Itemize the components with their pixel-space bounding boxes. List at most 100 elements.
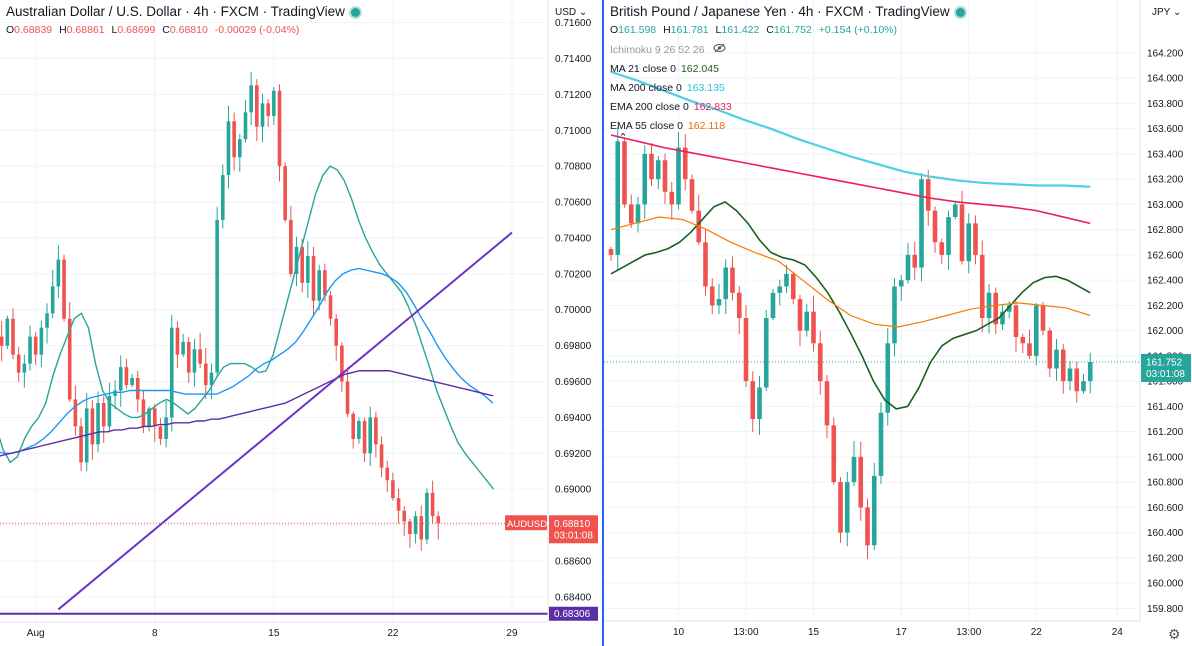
trendline [57,231,513,611]
candle-body [209,372,214,386]
audusd-symbol-title[interactable]: Australian Dollar / U.S. Dollar · 4h · F… [6,4,345,19]
candle-body [669,191,675,205]
price-tick-label: 163.600 [1147,124,1184,135]
candle-body [11,318,15,355]
time-tick-label: 13:00 [956,627,981,638]
candle-body [743,318,749,382]
candle-body [277,90,282,167]
time-tick-label: 22 [1031,627,1043,638]
indicator-ma21[interactable]: MA 21 close 0 162.045 [610,63,719,75]
price-tick-label: 0.69200 [555,449,592,460]
price-tick-label: 0.70200 [555,269,592,280]
last-price-label: 0.68810 [554,519,591,530]
hidden-eye-icon[interactable] [713,43,726,56]
gbpjpy-low: 161.422 [721,24,760,36]
candle-body [147,408,151,427]
price-axis-bg [1140,0,1192,646]
candle-body [226,121,231,176]
candle-body [56,259,61,287]
gbpjpy-change: +0.154 (+0.10%) [818,24,897,36]
candle-body [243,112,248,140]
candle-body [655,160,661,180]
gbpjpy-chart-pane[interactable]: 164.200 164.000 163.800 163.600 163.400 163.2… [602,0,1192,646]
candle-body [425,492,429,540]
candle-body [912,254,918,268]
candle-body [757,387,762,420]
candle-body [345,381,350,414]
gbpjpy-chart-canvas[interactable]: 164.200 164.000 163.800 163.600 163.400 163.2… [604,0,1192,646]
hline-label-bg [549,606,598,621]
market-open-icon [955,8,965,18]
price-tick-label: 162.000 [1147,326,1184,337]
candle-body [932,210,938,243]
candle-body [357,421,361,439]
candle-body [642,153,648,205]
ma_purple-line [0,370,494,457]
candle-body [96,403,100,445]
price-tick-label: 0.69800 [555,341,592,352]
gbpjpy-high: 161.781 [670,24,709,36]
candle-body [811,311,816,344]
market-open-icon [350,8,360,18]
time-tick-label: 13:00 [733,627,758,638]
candle-body [45,313,49,328]
gbpjpy-currency-unit[interactable]: JPY ⌄ [1152,7,1182,18]
candle-body [952,204,958,218]
candle-body [124,367,129,386]
price-tick-label: 160.600 [1147,503,1184,514]
symbol-price-tag: AUDUSD [507,519,547,530]
candle-body [255,85,259,127]
candle-body [408,521,412,535]
chevron-down-icon: ⌄ [576,7,588,18]
price-tick-label: 161.600 [1147,377,1184,388]
collapse-legend-button[interactable]: ⌃ [614,130,632,146]
indicator-ema200[interactable]: EMA 200 close 0 162.833 [610,101,732,113]
time-tick-label: 10 [673,627,685,638]
price-tick-label: 163.400 [1147,149,1184,160]
candle-body [790,273,796,300]
price-tick-label: 0.69000 [555,485,592,496]
candle-body [186,342,191,373]
candle-body [39,327,44,355]
audusd-close: 0.68810 [169,24,208,36]
candle-body [249,85,253,113]
price-tick-label: 162.800 [1147,225,1184,236]
candle-body [192,349,197,373]
audusd-currency-unit[interactable]: USD ⌄ [555,7,588,18]
candle-body [328,295,333,319]
chevron-down-icon: ⌄ [1170,7,1182,18]
candle-body [892,286,897,344]
price-tick-label: 0.70400 [555,233,592,244]
price-tick-label: 160.800 [1147,478,1184,489]
time-tick-label: Aug [27,628,45,639]
candle-body [130,377,134,386]
indicator-ma200[interactable]: MA 200 close 0 163.135 [610,82,725,94]
candle-body [203,363,208,386]
candle-body [615,141,621,255]
ma21-line [610,200,1091,410]
ema200-line [610,134,1091,225]
candle-body [107,395,112,427]
candle-body [135,377,140,400]
candle-body [419,516,424,540]
candle-body [16,354,21,373]
audusd-chart-canvas[interactable]: 0.71600 0.71400 0.71200 0.71000 0.70800 0.706… [0,0,600,646]
candle-body [28,336,32,364]
chevron-up-icon: ⌃ [618,132,628,144]
audusd-high: 0.68861 [66,24,105,36]
candle-body [1027,343,1032,356]
candle-body [141,399,146,427]
indicator-ichimoku[interactable]: Ichimoku 9 26 52 26 [610,43,965,56]
candle-body [436,516,441,524]
gbpjpy-symbol-title[interactable]: British Pound / Japanese Yen · 4h · FXCM… [610,4,950,19]
candle-body [1067,368,1073,382]
indicator-ema55[interactable]: EMA 55 close 0 162.118 [610,120,726,132]
hline-price-label: 0.68306 [554,609,591,620]
settings-gear-icon[interactable]: ⚙ [1168,626,1181,642]
candle-body [413,516,418,535]
candle-body [946,217,951,255]
candle-body [689,179,695,211]
candle-body [385,467,390,481]
candle-body [1047,330,1053,369]
audusd-chart-pane[interactable]: 0.71600 0.71400 0.71200 0.71000 0.70800 0.706… [0,0,600,646]
